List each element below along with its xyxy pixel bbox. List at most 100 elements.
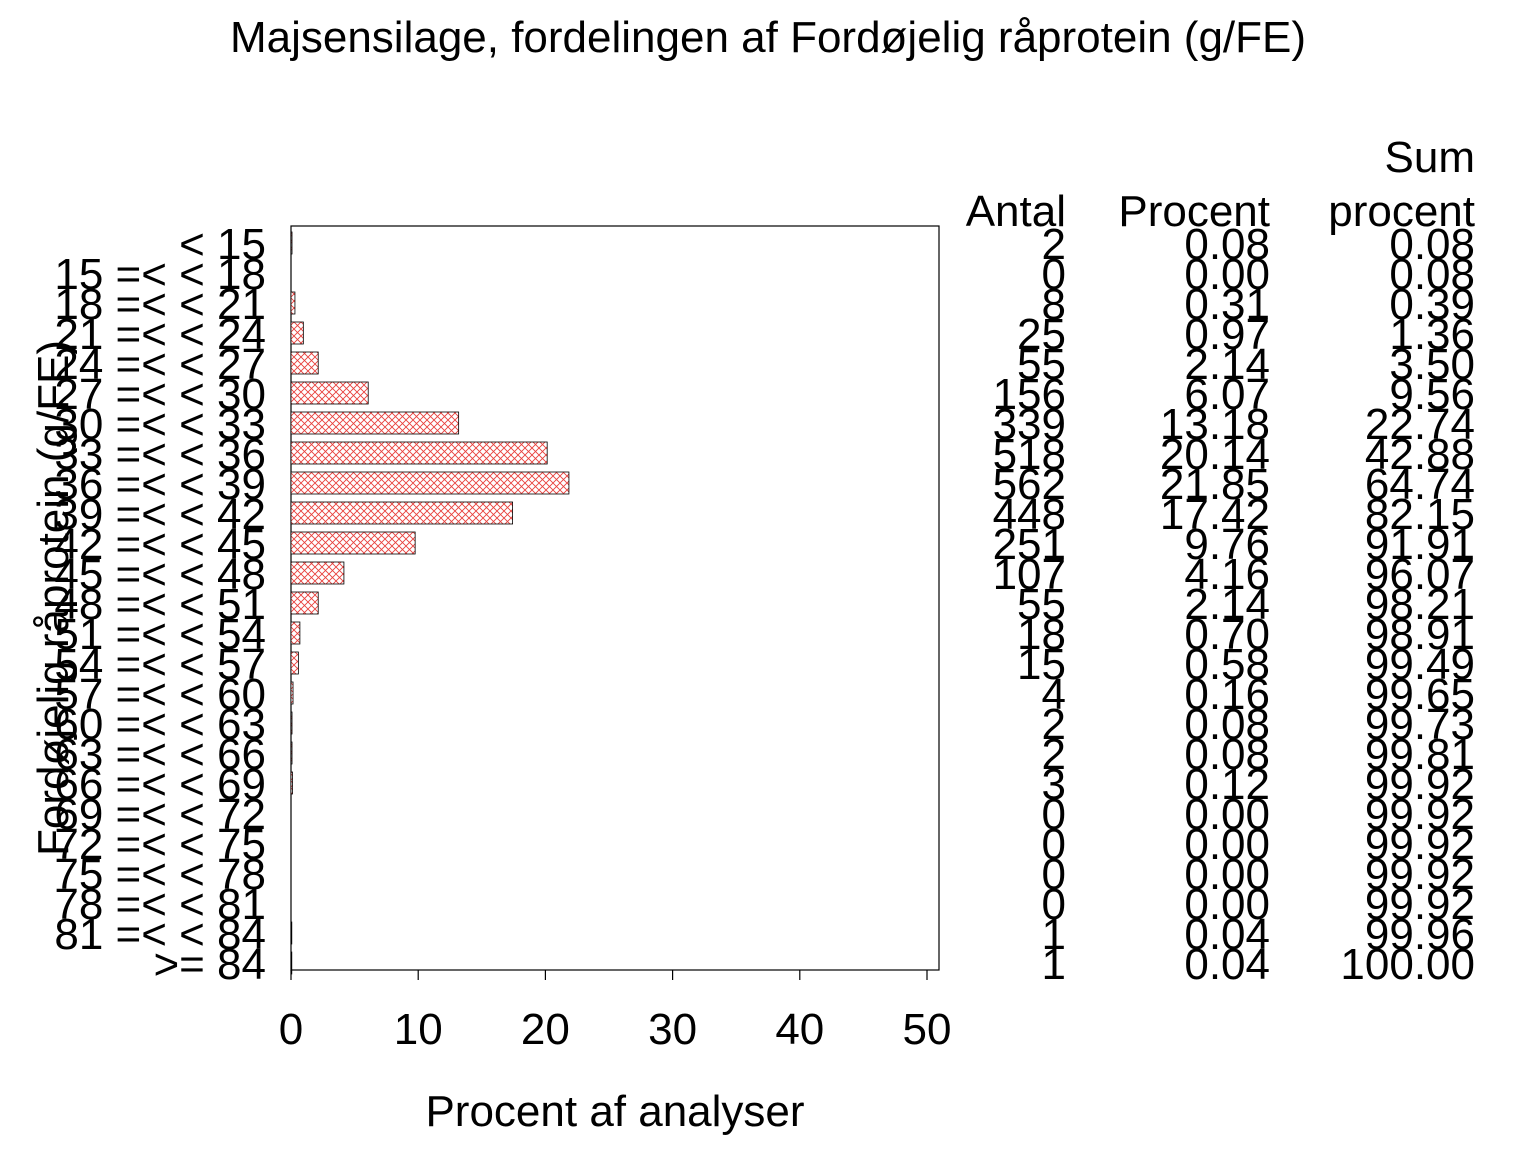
y-category-label: 81 =< < 84 <box>54 910 266 959</box>
table-cell-procent: 0.00 <box>1184 820 1270 869</box>
table-cell-antal: 3 <box>1042 760 1066 809</box>
y-category-label: 15 =< < 18 <box>54 250 266 299</box>
x-tick-label: 50 <box>903 1005 952 1054</box>
table-cell-antal: 448 <box>993 490 1066 539</box>
y-category-label: 69 =< < 72 <box>54 790 266 839</box>
bar <box>290 531 416 555</box>
table-cell-sum-procent: 99.96 <box>1365 910 1475 959</box>
bar <box>290 711 293 735</box>
table-cell-antal: 0 <box>1042 250 1066 299</box>
bar <box>290 651 299 675</box>
x-tick-label: 10 <box>394 1005 443 1054</box>
table-cell-sum-procent: 1.36 <box>1389 310 1475 359</box>
y-category-label: 72 =< < 75 <box>54 820 266 869</box>
table-cell-sum-procent: 99.49 <box>1365 640 1475 689</box>
x-tick-label: 20 <box>521 1005 570 1054</box>
table-cell-sum-procent: 42.88 <box>1365 430 1475 479</box>
table-cell-procent: 20.14 <box>1160 430 1270 479</box>
table-cell-antal: 55 <box>1017 580 1066 629</box>
table-cell-antal: 251 <box>993 520 1066 569</box>
table-cell-procent: 0.97 <box>1184 310 1270 359</box>
table-cell-sum-procent: 99.81 <box>1365 730 1475 779</box>
table-cell-sum-procent: 100.00 <box>1340 940 1475 989</box>
y-category-label: 18 =< < 21 <box>54 280 266 329</box>
bar <box>290 231 293 255</box>
bar <box>290 471 570 495</box>
table-cell-procent: 9.76 <box>1184 520 1270 569</box>
table-cell-sum-procent: 3.50 <box>1389 340 1475 389</box>
table-cell-procent: 6.07 <box>1184 370 1270 419</box>
table-cell-sum-procent: 99.92 <box>1365 880 1475 929</box>
bar <box>290 771 293 795</box>
bar <box>290 501 513 525</box>
bar <box>290 621 301 645</box>
table-cell-antal: 1 <box>1042 910 1066 959</box>
bar <box>290 351 319 375</box>
y-category-label: 30 =< < 33 <box>54 400 266 449</box>
y-category-label: >= 84 <box>153 940 266 989</box>
table-cell-procent: 0.00 <box>1184 880 1270 929</box>
table-cell-sum-procent: 91.91 <box>1365 520 1475 569</box>
table-cell-sum-procent: 0.08 <box>1389 250 1475 299</box>
table-header-sum-procent: procent <box>1328 187 1475 236</box>
table-cell-antal: 18 <box>1017 610 1066 659</box>
y-category-label: 39 =< < 42 <box>54 490 266 539</box>
bar <box>290 591 319 615</box>
table-cell-antal: 0 <box>1042 790 1066 839</box>
table-cell-sum-procent: 99.92 <box>1365 760 1475 809</box>
table-cell-procent: 0.08 <box>1184 730 1270 779</box>
table-cell-sum-procent: 99.92 <box>1365 820 1475 869</box>
y-category-label: 54 =< < 57 <box>54 640 266 689</box>
table-cell-sum-procent: 99.65 <box>1365 670 1475 719</box>
x-tick-label: 40 <box>775 1005 824 1054</box>
table-cell-procent: 13.18 <box>1160 400 1270 449</box>
y-category-label: 51 =< < 54 <box>54 610 266 659</box>
x-axis-title: Procent af analyser <box>425 1087 804 1136</box>
y-category-label: 60 =< < 63 <box>54 700 266 749</box>
table-cell-antal: 1 <box>1042 940 1066 989</box>
y-category-label: 57 =< < 60 <box>54 670 266 719</box>
table-cell-sum-procent: 64.74 <box>1365 460 1475 509</box>
table-cell-antal: 339 <box>993 400 1066 449</box>
bar <box>290 411 460 435</box>
table-cell-procent: 0.58 <box>1184 640 1270 689</box>
table-cell-procent: 17.42 <box>1160 490 1270 539</box>
bars-group <box>290 231 570 975</box>
table-cell-procent: 21.85 <box>1160 460 1270 509</box>
table-cell-procent: 0.00 <box>1184 250 1270 299</box>
table-cell-procent: 0.12 <box>1184 760 1270 809</box>
y-category-label: 63 =< < 66 <box>54 730 266 779</box>
table-cell-antal: 2 <box>1042 700 1066 749</box>
x-axis: 0 10 20 30 40 50 <box>279 970 952 1054</box>
table-cell-antal: 0 <box>1042 820 1066 869</box>
table-cell-sum-procent: 98.21 <box>1365 580 1475 629</box>
table-header-procent: Procent <box>1118 187 1270 236</box>
y-category-label: < 15 <box>179 220 266 269</box>
y-category-label: 36 =< < 39 <box>54 460 266 509</box>
table-header-sum: Sum <box>1385 133 1475 182</box>
bar <box>290 921 293 945</box>
x-tick-label: 30 <box>648 1005 697 1054</box>
y-category-label: 66 =< < 69 <box>54 760 266 809</box>
table-cell-antal: 4 <box>1042 670 1066 719</box>
y-axis-title: Fordøjelig råprotein (g/FE) <box>29 340 78 856</box>
table-cell-procent: 4.16 <box>1184 550 1270 599</box>
table-cell-antal: 2 <box>1042 220 1066 269</box>
bar <box>290 741 293 765</box>
table-cell-procent: 0.04 <box>1184 910 1270 959</box>
plot-area-frame <box>290 225 940 971</box>
table-cell-antal: 156 <box>993 370 1066 419</box>
y-category-label: 45 =< < 48 <box>54 550 266 599</box>
table-cell-antal: 15 <box>1017 640 1066 689</box>
table-cell-sum-procent: 99.73 <box>1365 700 1475 749</box>
x-tick-label: 0 <box>279 1005 303 1054</box>
table-cell-procent: 0.00 <box>1184 850 1270 899</box>
table-cell-sum-procent: 22.74 <box>1365 400 1475 449</box>
table-cell-sum-procent: 0.39 <box>1389 280 1475 329</box>
table-cell-sum-procent: 9.56 <box>1389 370 1475 419</box>
table-cell-procent: 0.31 <box>1184 280 1270 329</box>
table-cell-procent: 0.08 <box>1184 700 1270 749</box>
